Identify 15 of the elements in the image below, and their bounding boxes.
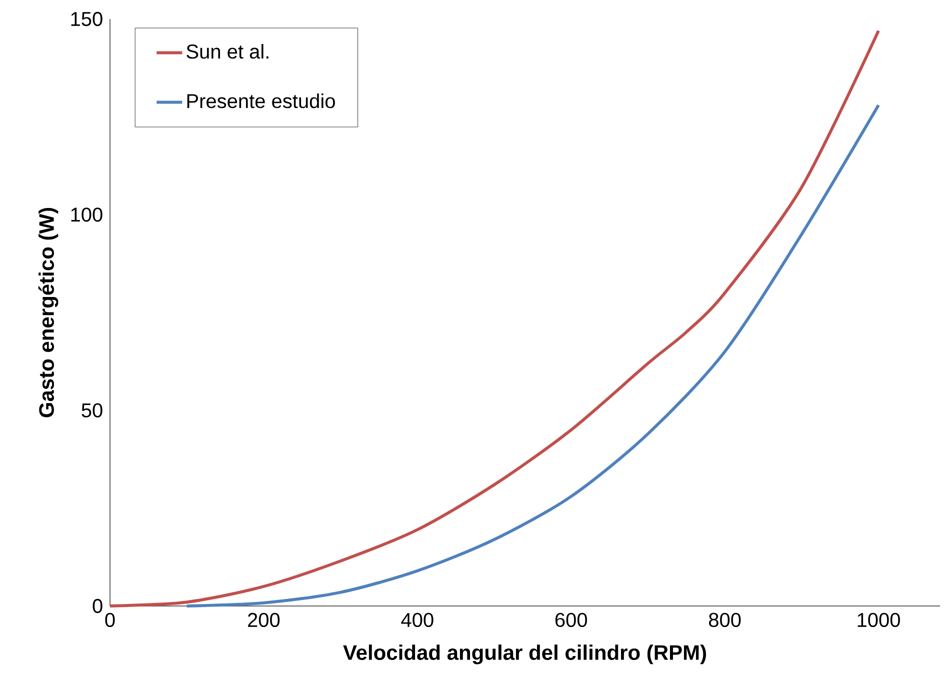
- x-tick-label: 200: [248, 612, 280, 628]
- y-tick-label: 100: [71, 208, 102, 222]
- x-tick-label: 800: [709, 612, 741, 628]
- legend-label: Sun et al.: [186, 44, 268, 59]
- y-tick-label: 150: [71, 12, 102, 26]
- x-tick-label: 1000: [858, 612, 900, 628]
- x-tick-label: 0: [105, 612, 115, 628]
- legend-label: Presente estudio: [187, 93, 335, 108]
- x-tick-label: 400: [401, 612, 434, 628]
- x-axis-title: Velocidad angular del cilindro (RPM): [343, 644, 706, 664]
- y-tick-label: 0: [92, 598, 102, 614]
- x-tick-label: 600: [555, 612, 588, 628]
- y-axis-title: Gasto energético (W): [38, 208, 58, 418]
- y-tick-label: 50: [82, 403, 102, 418]
- line-series: [108, 29, 880, 608]
